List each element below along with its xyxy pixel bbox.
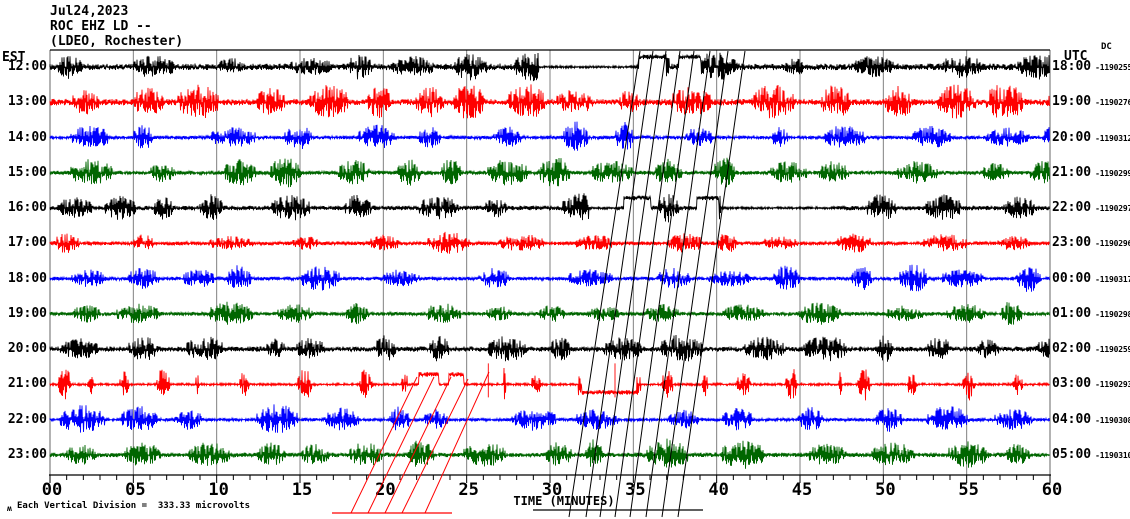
seismogram-trace-1500 — [49, 157, 1050, 188]
est-time-label: 19:00 — [7, 305, 47, 321]
header-station: ROC EHZ LD -- — [50, 19, 152, 34]
x-tick-label: 25 — [458, 480, 479, 500]
dc-value: -1190293 — [1095, 380, 1130, 390]
est-time-label: 21:00 — [7, 376, 47, 392]
event-lines-black-diagonal — [677, 50, 746, 518]
x-tick-label: 15 — [291, 480, 313, 500]
seismogram-trace-1300 — [49, 84, 1050, 119]
header-location: (LDEO, Rochester) — [50, 34, 184, 49]
utc-time-label: 21:00 -1190299 — [1052, 164, 1130, 180]
seismogram-trace-1800 — [49, 264, 1050, 292]
seismogram-trace-1600 — [49, 193, 1050, 223]
utc-time-value: 20:00 — [1052, 129, 1092, 145]
est-time-label: 16:00 — [7, 200, 47, 216]
est-time-label: 22:00 — [7, 411, 47, 427]
x-tick-label: 30 — [541, 480, 563, 500]
dc-value: -1190276 — [1095, 98, 1130, 108]
est-time-label: 14:00 — [7, 129, 47, 145]
dc-header-label: DC — [1101, 42, 1112, 52]
event-lines-black-diagonal — [599, 50, 667, 518]
x-tick-label: 55 — [958, 480, 979, 500]
utc-time-label: 02:00 -1190259 — [1052, 342, 1130, 356]
utc-time-label: 00:00 -1190317 — [1052, 270, 1130, 286]
logo-glyph: ʍ — [7, 504, 12, 513]
dc-value: -1190296 — [1095, 239, 1130, 249]
dc-value: -1190310 — [1095, 450, 1130, 460]
utc-time-value: 00:00 — [1052, 270, 1092, 286]
dc-value: -1190255 — [1095, 63, 1130, 72]
est-time-label: 23:00 — [7, 446, 47, 462]
utc-time-label: 23:00 -1190296 — [1052, 236, 1130, 250]
utc-time-value: 03:00 — [1052, 376, 1092, 392]
x-tick-label: 05 — [125, 480, 146, 500]
utc-time-label: 19:00 -1190276 — [1052, 95, 1130, 109]
dc-value: -1190259 — [1095, 345, 1130, 355]
est-time-label: 18:00 — [7, 270, 47, 286]
seismogram-trace-2200 — [49, 404, 1050, 433]
seismogram-trace-2100 — [49, 363, 1050, 401]
utc-time-value: 22:00 — [1052, 200, 1092, 216]
utc-time-label: 03:00 -1190293 — [1052, 377, 1130, 391]
seismogram-trace-2300 — [49, 438, 1050, 469]
dc-value: -1190297 — [1095, 204, 1130, 214]
utc-time-value: 04:00 — [1052, 411, 1092, 427]
utc-time-label: 20:00 -1190312 — [1052, 129, 1130, 145]
est-time-label: 15:00 — [7, 164, 47, 180]
est-time-label: 12:00 — [7, 59, 47, 74]
event-lines-black-diagonal — [614, 50, 681, 518]
utc-time-value: 23:00 — [1052, 235, 1092, 251]
est-time-label: 17:00 — [7, 235, 47, 251]
seismogram-trace-1400 — [49, 121, 1050, 151]
dc-value: -1190308 — [1095, 415, 1130, 425]
seismogram-trace-1900 — [49, 301, 1050, 326]
utc-time-value: 21:00 — [1052, 164, 1092, 180]
utc-time-label: 05:00 -1190310 — [1052, 446, 1130, 462]
event-lines-black-diagonal — [661, 50, 729, 518]
right-timezone-label: UTC — [1064, 49, 1088, 64]
est-time-label: 20:00 — [7, 341, 47, 357]
dc-value: -1190317 — [1095, 274, 1130, 284]
utc-time-value: 05:00 — [1052, 446, 1092, 462]
event-lines-black-diagonal — [585, 50, 654, 518]
dc-value: -1190298 — [1095, 309, 1130, 319]
utc-time-value: 19:00 — [1052, 94, 1092, 110]
utc-time-value: 01:00 — [1052, 305, 1092, 321]
utc-time-value: 18:00 — [1052, 59, 1092, 74]
left-timezone-label: EST — [2, 50, 26, 65]
dc-value: -1190312 — [1095, 133, 1130, 143]
event-lines-black-diagonal — [645, 50, 711, 518]
header-date: Jul24,2023 — [50, 4, 129, 19]
utc-time-label: 01:00 -1190298 — [1052, 305, 1130, 321]
vertical-division-footnote: Each Vertical Division = 333.33 microvol… — [17, 501, 250, 511]
x-tick-label: 45 — [791, 480, 813, 500]
x-axis-title: TIME (MINUTES) — [513, 494, 615, 508]
x-tick-label: 50 — [875, 480, 896, 500]
utc-time-label: 22:00 -1190297 — [1052, 201, 1130, 215]
seismogram-trace-2000 — [49, 334, 1050, 362]
utc-time-label: 04:00 -1190308 — [1052, 411, 1130, 427]
dc-value: -1190299 — [1095, 168, 1130, 178]
x-tick-label: 20 — [375, 480, 396, 500]
x-tick-label: 60 — [1041, 480, 1063, 500]
seismogram-trace-1200 — [49, 52, 1050, 82]
utc-time-value: 02:00 — [1052, 341, 1092, 357]
est-time-label: 13:00 — [7, 94, 47, 110]
utc-time-label: 18:00 -1190255 — [1052, 60, 1130, 74]
event-lines-black-diagonal — [629, 50, 695, 518]
seismogram-trace-1700 — [49, 231, 1050, 254]
x-tick-label: 10 — [208, 480, 229, 500]
x-tick-label: 00 — [41, 480, 63, 500]
x-tick-label: 40 — [708, 480, 729, 500]
event-lines-black-diagonal — [568, 50, 641, 518]
